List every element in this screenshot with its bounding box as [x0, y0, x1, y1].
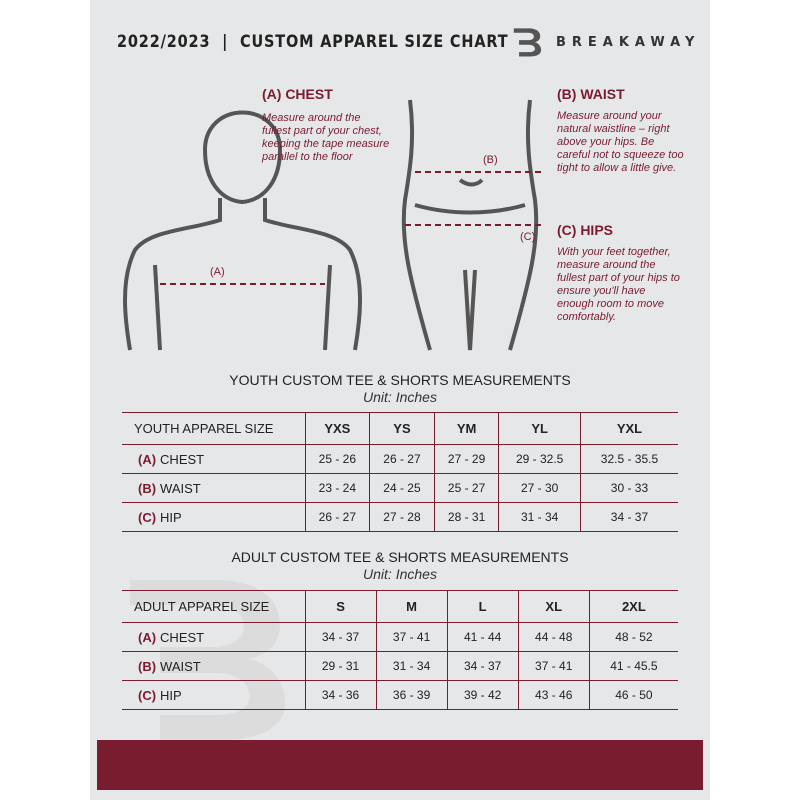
cell: 27 - 30 — [498, 473, 581, 503]
chest-marker: (A) — [210, 266, 225, 278]
waist-description: Measure around your natural waistline – … — [557, 110, 684, 174]
row-code: (C) — [138, 509, 157, 525]
cell: 32.5 - 35.5 — [579, 444, 678, 474]
row-code: (C) — [138, 687, 157, 703]
cell: 30 - 33 — [579, 473, 678, 503]
brand-name: BREAKAWAY — [556, 35, 701, 50]
row-code: (A) — [138, 629, 157, 645]
cell: 25 - 26 — [304, 444, 370, 474]
row-label: (A) CHEST — [122, 444, 305, 474]
size-header: XL — [517, 590, 590, 623]
upper-body-figure — [123, 110, 362, 351]
youth-title: YOUTH CUSTOM TEE & SHORTS MEASUREMENTS — [229, 372, 571, 388]
cell: 29 - 32.5 — [498, 444, 581, 474]
cell: 31 - 34 — [498, 502, 581, 532]
row-name: CHEST — [160, 629, 205, 645]
cell: 25 - 27 — [433, 473, 499, 503]
row-code: (A) — [138, 451, 157, 467]
adult-title: ADULT CUSTOM TEE & SHORTS MEASUREMENTS — [231, 549, 569, 565]
adult-unit: Unit: Inches — [363, 566, 437, 582]
hip-marker: (C) — [520, 231, 536, 243]
size-header: YXS — [304, 412, 370, 445]
cell: 29 - 31 — [304, 651, 377, 681]
cell: 34 - 37 — [304, 622, 377, 652]
cell: 44 - 48 — [517, 622, 590, 652]
size-header: S — [304, 590, 377, 623]
table-row: (A) CHEST 34 - 37 37 - 41 41 - 44 44 - 48 48 -… — [122, 622, 678, 652]
cell: 34 - 37 — [446, 651, 519, 681]
row-name: WAIST — [160, 480, 201, 496]
hips-description: With your feet together, measure around … — [557, 246, 680, 323]
row-name: HIP — [160, 509, 182, 525]
size-header: YS — [369, 412, 435, 445]
row-label: (B) WAIST — [122, 651, 305, 681]
row-label: (A) CHEST — [122, 622, 305, 652]
cell: 41 - 45.5 — [588, 651, 678, 681]
youth-size-table: YOUTH APPAREL SIZE YXS YS YM YL YXL (A) CHEST 2… — [122, 412, 678, 532]
size-label: YOUTH APPAREL SIZE — [122, 412, 305, 445]
waist-marker: (B) — [483, 154, 498, 166]
cell: 37 - 41 — [517, 651, 590, 681]
cell: 27 - 29 — [433, 444, 499, 474]
size-header: M — [375, 590, 448, 623]
page-title: 2022/2023 | CUSTOM APPAREL SIZE CHART — [117, 32, 509, 52]
table-row: (C) HIP 26 - 27 27 - 28 28 - 31 31 - 34 34 - 3… — [122, 502, 678, 532]
cell: 41 - 44 — [446, 622, 519, 652]
footer-band — [97, 740, 703, 790]
row-name: CHEST — [160, 451, 205, 467]
cell: 34 - 37 — [579, 502, 678, 532]
table-header-row: YOUTH APPAREL SIZE YXS YS YM YL YXL — [122, 412, 678, 445]
cell: 24 - 25 — [369, 473, 435, 503]
waist-heading: (B) WAIST — [557, 86, 625, 102]
row-code: (B) — [138, 480, 157, 496]
cell: 31 - 34 — [375, 651, 448, 681]
size-label: ADULT APPAREL SIZE — [122, 590, 305, 623]
cell: 28 - 31 — [433, 502, 499, 532]
body-diagrams — [123, 99, 545, 351]
cell: 43 - 46 — [517, 680, 590, 710]
cell: 39 - 42 — [446, 680, 519, 710]
adult-size-table: ADULT APPAREL SIZE S M L XL 2XL (A) CHEST 34 - … — [122, 590, 678, 710]
row-label: (B) WAIST — [122, 473, 305, 503]
brand-logo — [513, 28, 542, 57]
cell: 34 - 36 — [304, 680, 377, 710]
cell: 27 - 28 — [369, 502, 435, 532]
row-label: (C) HIP — [122, 502, 305, 532]
youth-unit: Unit: Inches — [363, 389, 437, 405]
table-row: (B) WAIST 23 - 24 24 - 25 25 - 27 27 - 30 30 -… — [122, 473, 678, 503]
cell: 37 - 41 — [375, 622, 448, 652]
cell: 48 - 52 — [588, 622, 678, 652]
table-header-row: ADULT APPAREL SIZE S M L XL 2XL — [122, 590, 678, 623]
table-row: (B) WAIST 29 - 31 31 - 34 34 - 37 37 - 41 41 -… — [122, 651, 678, 681]
size-header: YL — [498, 412, 581, 445]
size-header: YXL — [579, 412, 678, 445]
chest-heading: (A) CHEST — [262, 86, 333, 102]
size-header: YM — [433, 412, 499, 445]
lower-body-figure — [401, 99, 539, 351]
cell: 23 - 24 — [304, 473, 370, 503]
row-name: HIP — [160, 687, 182, 703]
table-row: (A) CHEST 25 - 26 26 - 27 27 - 29 29 - 32.5 32… — [122, 444, 678, 474]
hips-heading: (C) HIPS — [557, 222, 613, 238]
row-code: (B) — [138, 658, 157, 674]
row-name: WAIST — [160, 658, 201, 674]
cell: 26 - 27 — [369, 444, 435, 474]
cell: 26 - 27 — [304, 502, 370, 532]
size-header: L — [446, 590, 519, 623]
cell: 36 - 39 — [375, 680, 448, 710]
cell: 46 - 50 — [588, 680, 678, 710]
chest-description: Measure around the fullest part of your … — [262, 112, 390, 163]
table-row: (C) HIP 34 - 36 36 - 39 39 - 42 43 - 46 46 - 5… — [122, 680, 678, 710]
row-label: (C) HIP — [122, 680, 305, 710]
size-header: 2XL — [588, 590, 678, 623]
